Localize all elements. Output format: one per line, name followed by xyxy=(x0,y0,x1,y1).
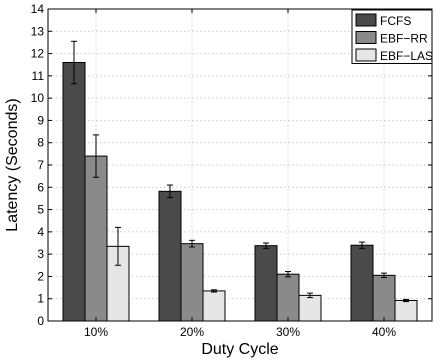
legend-swatch xyxy=(355,48,377,62)
bar xyxy=(62,61,86,322)
x-tick-label: 40% xyxy=(372,325,396,339)
bar xyxy=(350,244,374,322)
legend-label: EBF−LAS xyxy=(380,49,433,63)
y-tick-label: 0 xyxy=(37,314,44,328)
y-tick-label: 9 xyxy=(37,113,44,127)
y-tick-label: 10 xyxy=(31,91,45,105)
legend-label: FCFS xyxy=(380,14,411,28)
bar xyxy=(254,245,278,322)
bar xyxy=(202,290,226,322)
bar xyxy=(276,273,300,322)
bar xyxy=(372,274,396,322)
bar xyxy=(298,294,322,322)
y-tick-label: 12 xyxy=(31,47,45,61)
y-tick-label: 7 xyxy=(37,158,44,172)
y-tick-label: 4 xyxy=(37,225,44,239)
y-tick-label: 13 xyxy=(31,24,45,38)
legend-label: EBF−RR xyxy=(380,32,428,46)
bar xyxy=(84,155,108,322)
y-tick-label: 11 xyxy=(32,69,45,83)
x-tick-label: 30% xyxy=(276,325,300,339)
bars-layer xyxy=(62,61,418,322)
legend-swatch xyxy=(355,31,377,44)
y-tick-label: 14 xyxy=(31,2,45,16)
y-tick-label: 2 xyxy=(37,269,44,283)
x-tick-label: 10% xyxy=(84,325,108,339)
y-tick-label: 5 xyxy=(37,203,44,217)
bar xyxy=(158,190,182,322)
y-tick-label: 3 xyxy=(37,247,44,261)
x-tick-label: 20% xyxy=(180,325,204,339)
legend: FCFS EBF−RR EBF−LAS xyxy=(351,9,433,64)
y-tick-label: 8 xyxy=(37,136,44,150)
y-axis-label: Latency (Seconds) xyxy=(4,98,21,231)
x-axis-ticks: 10% 20% 30% 40% xyxy=(84,9,396,339)
y-tick-label: 6 xyxy=(37,180,44,194)
y-tick-label: 1 xyxy=(37,292,44,306)
bar xyxy=(180,243,204,322)
x-axis-label: Duty Cycle xyxy=(201,341,278,358)
legend-swatch xyxy=(355,13,377,27)
error-bars-layer xyxy=(71,40,409,303)
bar xyxy=(394,299,418,322)
